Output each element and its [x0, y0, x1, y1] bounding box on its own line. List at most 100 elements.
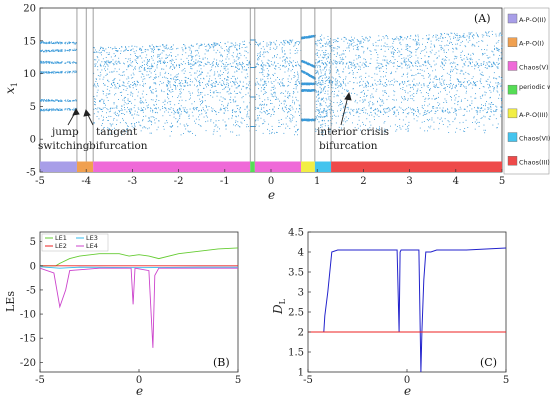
scatter-point — [224, 108, 226, 110]
scatter-point — [70, 108, 71, 110]
scatter-point — [180, 85, 182, 87]
scatter-point — [99, 78, 101, 80]
scatter-point — [389, 84, 391, 86]
scatter-point — [119, 111, 120, 113]
scatter-point — [56, 62, 58, 64]
scatter-point — [498, 57, 500, 59]
scatter-point — [419, 69, 421, 71]
scatter-point — [60, 109, 62, 111]
scatter-point — [248, 62, 250, 64]
scatter-point — [455, 113, 457, 115]
scatter-point — [239, 85, 240, 87]
scatter-point — [113, 119, 114, 121]
scatter-point — [362, 108, 364, 109]
scatter-point — [106, 88, 108, 90]
scatter-point — [73, 42, 75, 44]
scatter-point — [189, 55, 191, 56]
scatter-point — [398, 66, 399, 67]
scatter-point — [69, 42, 70, 43]
scatter-point — [475, 84, 477, 86]
scatter-point — [245, 69, 247, 71]
scatter-point — [455, 110, 457, 112]
scatter-point — [102, 93, 104, 95]
scatter-point — [196, 49, 198, 51]
scatter-point — [180, 63, 182, 65]
scatter-point — [400, 128, 402, 130]
scatter-point — [169, 90, 171, 92]
scatter-point — [66, 50, 68, 51]
scatter-point — [101, 109, 103, 110]
scatter-point — [199, 84, 200, 86]
scatter-point — [138, 68, 140, 70]
scatter-point — [263, 119, 265, 121]
scatter-point — [380, 99, 381, 101]
scatter-point — [475, 93, 476, 95]
scatter-point — [199, 74, 201, 76]
scatter-point — [440, 49, 442, 51]
scatter-point — [268, 70, 269, 72]
scatter-point — [406, 74, 408, 75]
scatter-point — [289, 120, 291, 122]
scatter-point — [236, 55, 238, 57]
scatter-point — [73, 62, 75, 63]
scatter-point — [142, 127, 144, 129]
scatter-point — [64, 49, 66, 51]
scatter-point — [107, 54, 109, 55]
scatter-point — [406, 113, 408, 114]
scatter-point — [441, 109, 443, 111]
scatter-point — [58, 50, 59, 52]
scatter-point — [405, 64, 407, 65]
scatter-point — [317, 94, 319, 96]
scatter-point — [357, 49, 359, 51]
scatter-point — [368, 114, 370, 116]
scatter-point — [237, 125, 239, 127]
scatter-point — [152, 109, 153, 111]
scatter-point — [438, 92, 439, 94]
scatter-point — [41, 49, 43, 51]
scatter-point — [167, 80, 169, 81]
scatter-point — [223, 83, 225, 85]
scatter-point — [424, 98, 426, 100]
scatter-point — [60, 62, 62, 64]
scatter-point — [104, 61, 106, 63]
scatter-point — [289, 49, 291, 51]
scatter-point — [485, 105, 486, 107]
scatter-point — [279, 64, 281, 66]
scatter-point — [143, 68, 145, 70]
scatter-point — [397, 126, 398, 127]
scatter-point — [335, 81, 337, 83]
scatter-point — [178, 103, 180, 104]
scatter-point — [345, 76, 347, 78]
scatter-point — [331, 49, 333, 51]
scatter-point — [178, 108, 180, 110]
scatter-point — [118, 60, 120, 62]
scatter-point — [316, 49, 318, 51]
scatter-point — [154, 82, 155, 84]
scatter-point — [333, 59, 335, 61]
scatter-point — [165, 46, 167, 48]
scatter-point — [232, 99, 234, 101]
scatter-point — [219, 51, 221, 53]
scatter-point — [116, 71, 118, 73]
scatter-point — [501, 48, 502, 50]
scatter-point — [365, 65, 367, 67]
scatter-point — [201, 92, 203, 93]
scatter-point — [435, 85, 437, 87]
scatter-point — [320, 39, 322, 41]
scatter-point — [220, 96, 222, 98]
scatter-point — [173, 84, 175, 86]
scatter-point — [407, 130, 409, 132]
scatter-point — [294, 101, 295, 103]
scatter-point — [353, 41, 355, 43]
scatter-point — [180, 134, 182, 136]
scatter-point — [215, 111, 217, 113]
scatter-point — [289, 57, 291, 59]
scatter-point — [431, 110, 433, 112]
scatter-point — [283, 103, 285, 105]
scatter-point — [46, 71, 48, 73]
scatter-point — [489, 35, 490, 37]
scatter-point — [130, 123, 132, 125]
scatter-point — [459, 122, 461, 124]
scatter-point — [349, 81, 351, 82]
scatter-point — [387, 107, 389, 109]
